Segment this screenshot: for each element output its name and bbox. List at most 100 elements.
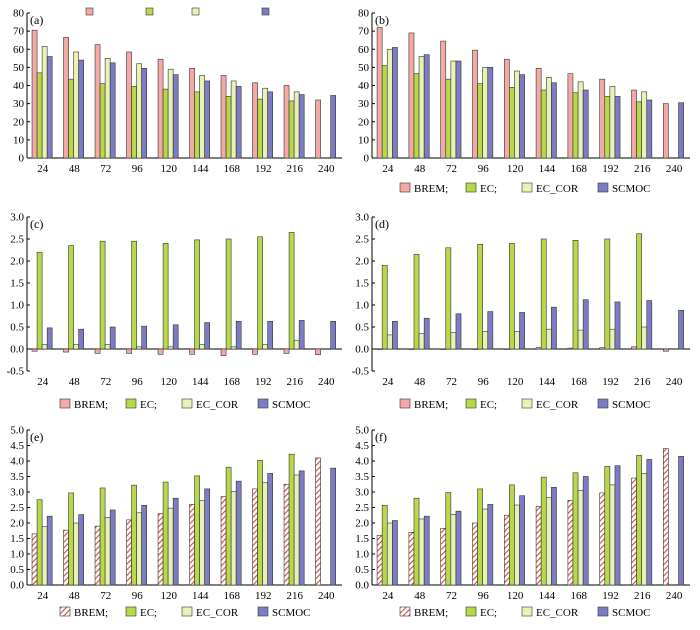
chart-panel-6: 0.0 0.5 1.0 1.5 2.0 2.5 3.0 3.5 4.0 4.5 5.0 24 48 72 9… bbox=[355, 425, 690, 619]
y-tick-label: 1.5 bbox=[10, 533, 24, 545]
bar-ec-cor bbox=[577, 81, 584, 159]
x-tick-label: 96 bbox=[132, 590, 144, 602]
legend-swatch-scmoc bbox=[597, 606, 609, 617]
x-tick-label: 168 bbox=[570, 376, 587, 388]
x-tick-label: 120 bbox=[507, 376, 524, 388]
panel-label: (c) bbox=[30, 217, 43, 231]
bar-brem bbox=[157, 348, 164, 355]
bar-brem bbox=[535, 506, 542, 586]
bar-ec bbox=[413, 73, 420, 159]
bar-ec-cor bbox=[482, 331, 489, 350]
bar-ec-cor bbox=[514, 331, 520, 350]
legend-label: BREM; bbox=[414, 183, 448, 195]
x-tick-label: 24 bbox=[382, 590, 394, 602]
bar-ec-cor bbox=[577, 329, 584, 350]
bar-scmoc bbox=[455, 510, 462, 586]
bar-ec bbox=[445, 492, 452, 586]
bar-scmoc bbox=[519, 74, 525, 159]
bar-ec bbox=[445, 247, 452, 350]
y-tick-label: 3.0 bbox=[355, 487, 369, 499]
x-tick-label: 120 bbox=[161, 376, 178, 388]
bar-ec-cor bbox=[73, 344, 79, 350]
bar-brem bbox=[31, 533, 38, 586]
legend-swatch-brem bbox=[399, 606, 411, 617]
x-tick-label: 192 bbox=[602, 163, 619, 175]
bar-brem bbox=[283, 483, 290, 586]
bar-scmoc bbox=[551, 82, 557, 159]
bar-scmoc bbox=[298, 320, 305, 350]
bar-ec bbox=[99, 83, 106, 159]
bar-ec bbox=[636, 455, 642, 586]
bar-scmoc bbox=[235, 320, 242, 350]
x-tick-label: 48 bbox=[414, 163, 426, 175]
y-tick-label: -0.5 bbox=[7, 366, 25, 378]
bar-scmoc bbox=[423, 515, 430, 586]
bar-scmoc bbox=[392, 320, 398, 350]
y-tick-label: 4.5 bbox=[10, 440, 24, 452]
bar-scmoc bbox=[78, 59, 85, 159]
bar-ec-cor bbox=[230, 346, 237, 350]
bar-ec-cor bbox=[641, 326, 648, 350]
bar-brem bbox=[535, 347, 542, 350]
bar-brem bbox=[126, 51, 132, 159]
bar-ec bbox=[509, 87, 515, 159]
bar-ec bbox=[540, 89, 547, 159]
bar-scmoc bbox=[141, 67, 148, 159]
bar-brem bbox=[94, 525, 101, 586]
x-tick-label: 144 bbox=[192, 590, 209, 602]
chart-panel-3: -0.5 0.0 0.5 1.0 1.5 2.0 2.5 3.0 24 48 72 96 120 144 1… bbox=[7, 212, 342, 411]
x-tick-label: 48 bbox=[69, 590, 81, 602]
bar-scmoc bbox=[392, 47, 398, 159]
y-tick-label: -0.5 bbox=[352, 366, 370, 378]
bar-ec bbox=[36, 499, 43, 586]
x-tick-label: 72 bbox=[100, 163, 111, 175]
bar-scmoc bbox=[487, 504, 494, 586]
bar-ec bbox=[68, 245, 74, 350]
panel-label: (d) bbox=[375, 217, 389, 231]
legend-swatch-brem bbox=[85, 7, 94, 16]
bar-ec-cor bbox=[545, 497, 552, 586]
bar-scmoc bbox=[298, 470, 305, 586]
bar-ec-cor bbox=[386, 334, 393, 350]
y-tick-label: 70 bbox=[358, 26, 370, 38]
x-tick-label: 24 bbox=[37, 590, 49, 602]
bar-scmoc bbox=[330, 320, 337, 350]
y-tick-label: 30 bbox=[358, 98, 370, 110]
bar-scmoc bbox=[235, 86, 242, 159]
bar-ec-cor bbox=[167, 68, 174, 159]
bar-brem bbox=[252, 348, 258, 355]
x-tick-label: 216 bbox=[287, 163, 304, 175]
y-tick-label: 0 bbox=[19, 153, 25, 165]
x-tick-label: 192 bbox=[602, 376, 619, 388]
bar-scmoc bbox=[141, 325, 148, 350]
bar-ec-cor bbox=[136, 63, 142, 159]
legend-swatch-brem bbox=[399, 398, 411, 409]
y-tick-label: 0.5 bbox=[355, 322, 369, 334]
bar-scmoc bbox=[678, 309, 684, 350]
legend-swatch-scmoc bbox=[257, 606, 269, 617]
x-tick-label: 72 bbox=[100, 590, 111, 602]
bar-scmoc bbox=[330, 467, 337, 586]
x-tick-label: 168 bbox=[570, 163, 587, 175]
bar-scmoc bbox=[46, 56, 53, 159]
bar-ec-cor bbox=[167, 346, 174, 350]
bar-brem bbox=[189, 504, 195, 586]
bar-ec-cor bbox=[262, 87, 268, 159]
bar-ec-cor bbox=[136, 346, 142, 350]
bar-brem bbox=[31, 29, 38, 159]
y-tick-label: 20 bbox=[13, 116, 25, 128]
bar-brem bbox=[220, 75, 227, 159]
legend-label: BREM; bbox=[414, 399, 448, 411]
bar-brem bbox=[189, 348, 195, 355]
legend-swatch-scmoc bbox=[597, 398, 609, 409]
y-tick-label: 1.5 bbox=[355, 533, 369, 545]
bar-ec bbox=[194, 91, 200, 159]
bar-ec-cor bbox=[167, 507, 174, 586]
bar-ec bbox=[162, 481, 169, 586]
bar-ec-cor bbox=[73, 522, 79, 586]
bar-brem bbox=[157, 58, 164, 159]
bar-brem bbox=[315, 99, 321, 159]
bar-ec-cor bbox=[418, 333, 425, 350]
y-tick-label: 80 bbox=[358, 8, 370, 20]
